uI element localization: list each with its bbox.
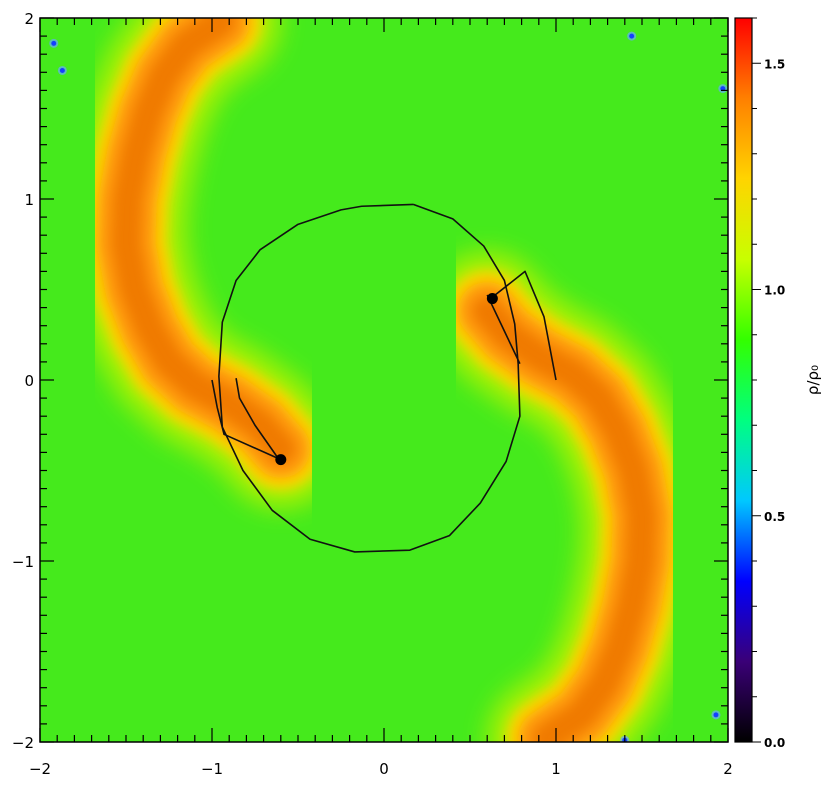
y-tick-label: −2 (12, 734, 34, 752)
body-point-0 (486, 293, 498, 305)
x-tick-label: −1 (201, 760, 223, 778)
y-tick-label: 1 (24, 191, 34, 209)
density-map (40, 18, 728, 742)
colorbar-scale (734, 17, 753, 743)
orbit-series (49, 31, 728, 742)
marker-point-4 (713, 712, 719, 718)
trail-line-4 (211, 379, 282, 461)
colorbar-tick-label: 1.0 (764, 284, 785, 298)
density-arms (66, 18, 702, 742)
x-tick-label: 0 (379, 760, 389, 778)
y-tick-label: 0 (24, 372, 34, 390)
colorbar: 0.0 0.5 1.0 1.5 ρ/ρ₀ (734, 17, 822, 750)
x-tick-label: −2 (29, 760, 51, 778)
marker-point-0 (51, 40, 57, 46)
colorbar-ticks: 0.0 0.5 1.0 1.5 (752, 17, 785, 750)
density-arm-1-layer-3 (111, 18, 296, 464)
trail-line-1 (486, 294, 521, 365)
marker-point-1 (59, 67, 65, 73)
trail-line-3 (235, 378, 280, 461)
colorbar-tick-label: 0.5 (764, 510, 785, 524)
density-arm-0-layer-3 (472, 296, 657, 742)
axis-ticks (39, 17, 729, 743)
colorbar-label: ρ/ρ₀ (804, 365, 822, 395)
y-tick-label: −1 (12, 553, 34, 571)
colorbar-tick-label: 0.0 (764, 736, 785, 750)
y-axis: −2 −1 0 1 2 (12, 10, 34, 752)
orbit-line-0 (218, 203, 521, 553)
y-tick-label: 2 (24, 10, 34, 28)
x-tick-label: 1 (551, 760, 561, 778)
x-axis: −2 −1 0 1 2 (29, 760, 733, 778)
colorbar-tick-label: 1.5 (764, 57, 785, 71)
marker-point-2 (629, 33, 635, 39)
x-tick-label: 2 (723, 760, 733, 778)
body-point-1 (275, 454, 287, 466)
trail-line-2 (490, 270, 557, 381)
